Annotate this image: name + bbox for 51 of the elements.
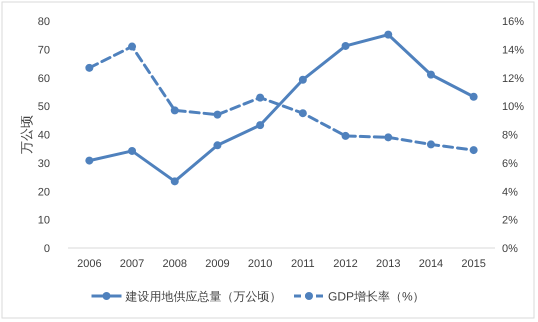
point xyxy=(170,177,179,186)
point xyxy=(213,141,222,150)
y-tick-label: 0 xyxy=(44,243,50,255)
legend-label: GDP增长率（%） xyxy=(328,290,425,304)
point xyxy=(213,110,222,119)
y-tick-label: 60 xyxy=(38,72,50,85)
point xyxy=(85,156,94,165)
y-tick-label: 40 xyxy=(38,130,50,142)
point xyxy=(170,106,179,114)
point xyxy=(470,146,478,154)
point xyxy=(426,140,435,148)
y-tick-label: 10 xyxy=(38,214,50,227)
point xyxy=(342,42,350,50)
point xyxy=(298,109,307,118)
x-tick-label: 2009 xyxy=(205,258,230,270)
y2-tick-label: 6% xyxy=(502,158,518,170)
x-tick-label: 2012 xyxy=(333,258,358,270)
point xyxy=(298,76,307,84)
point xyxy=(256,94,264,102)
y2-tick-label: 14% xyxy=(502,44,524,56)
point xyxy=(470,92,478,101)
x-tick-label: 2015 xyxy=(461,258,486,270)
x-tick-label: 2007 xyxy=(120,258,144,270)
y2-tick-label: 16% xyxy=(502,16,524,28)
y2-tick-label: 0% xyxy=(502,243,518,255)
x-tick-label: 2010 xyxy=(248,258,272,270)
y-tick-label: 80 xyxy=(38,16,50,28)
x-tick-label: 2013 xyxy=(376,258,400,270)
point xyxy=(128,146,136,155)
x-tick-label: 2011 xyxy=(291,258,315,270)
x-tick-label: 2008 xyxy=(162,258,187,270)
y-tick-label: 70 xyxy=(38,44,50,56)
y2-tick-label: 12% xyxy=(502,72,524,85)
y-axis-title: 万公顷 xyxy=(19,115,34,154)
y-tick-label: 20 xyxy=(38,186,50,198)
x-tick-label: 2006 xyxy=(77,258,102,270)
point xyxy=(426,70,435,79)
y2-tick-label: 4% xyxy=(502,186,518,198)
point xyxy=(128,42,136,51)
y2-tick-label: 10% xyxy=(502,101,524,114)
y-tick-label: 30 xyxy=(38,158,50,170)
point xyxy=(384,133,392,142)
point xyxy=(256,121,264,130)
y-tick-label: 50 xyxy=(38,101,50,114)
point xyxy=(85,64,94,72)
legend-label: 建设用地供应总量（万公顷） xyxy=(124,290,282,304)
x-tick-label: 2014 xyxy=(418,258,444,270)
y2-tick-label: 8% xyxy=(502,130,518,142)
point xyxy=(384,30,392,39)
point xyxy=(342,132,350,140)
y2-tick-label: 2% xyxy=(502,214,518,227)
